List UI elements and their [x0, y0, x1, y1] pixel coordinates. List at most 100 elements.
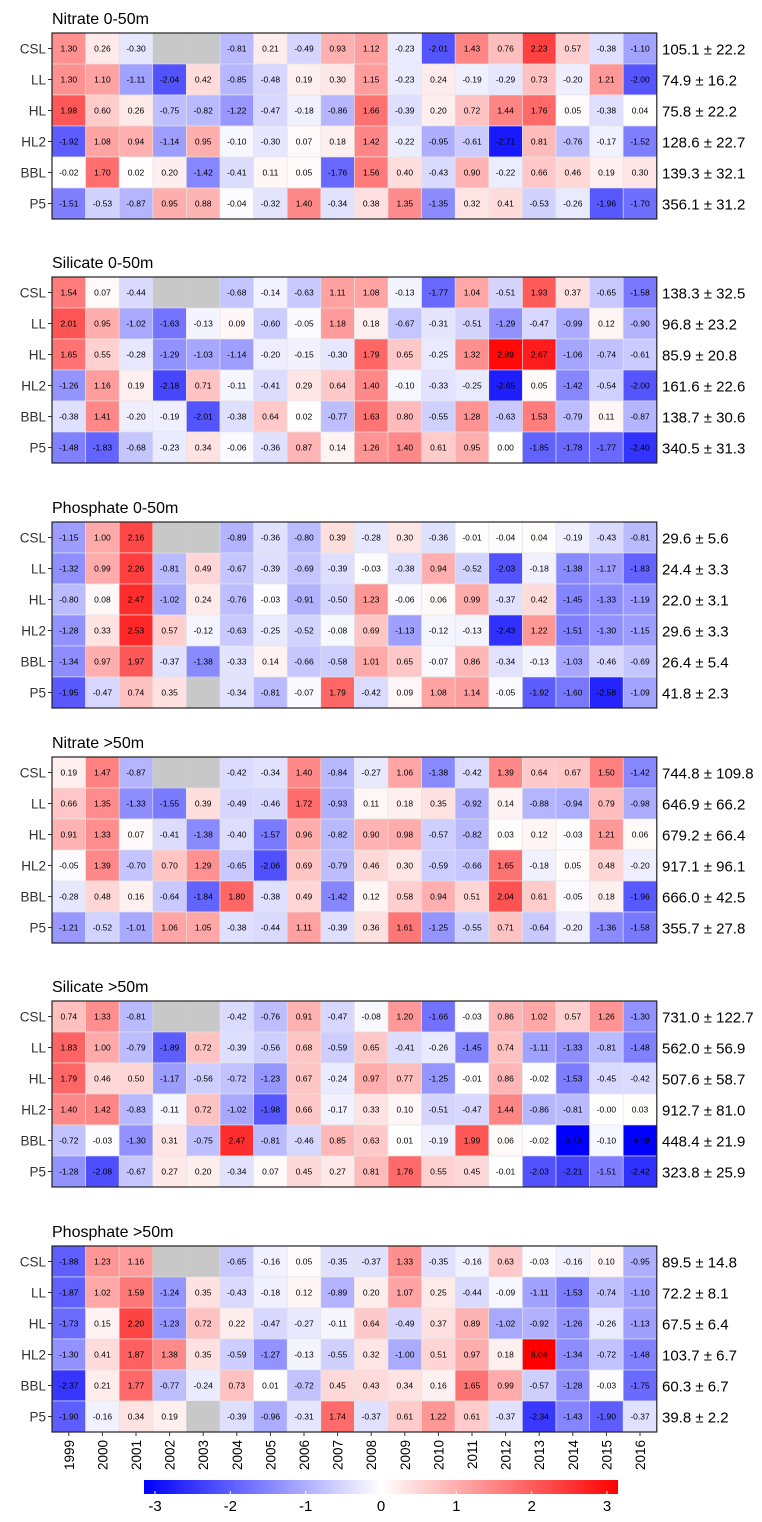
cell-value-label: 0.42 — [531, 595, 548, 605]
cell-value-label: 1.40 — [296, 199, 313, 209]
heatmap-cell — [152, 307, 187, 340]
cell-value-label: -0.16 — [462, 1257, 482, 1267]
cell-value-label: -0.34 — [227, 688, 247, 698]
heatmap-cell — [219, 911, 254, 944]
cell-value-label: 0.31 — [161, 1136, 178, 1146]
heatmap-cell — [488, 645, 523, 678]
heatmap-cell — [387, 1155, 422, 1188]
cell-value-label: -1.36 — [597, 923, 617, 933]
cell-value-label: 0.46 — [565, 168, 582, 178]
cell-value-label: 0.30 — [329, 75, 346, 85]
heatmap-cell — [286, 1338, 322, 1371]
cell-value-label: 2.47 — [229, 1136, 246, 1146]
heatmap-cell — [421, 156, 456, 189]
cell-value-label: -0.23 — [395, 75, 415, 85]
heatmap-cell — [286, 63, 322, 96]
heatmap-cell — [152, 400, 187, 433]
heatmap-cell — [454, 614, 490, 647]
cell-value-label: -0.85 — [227, 75, 247, 85]
heatmap-cell — [354, 276, 389, 309]
heatmap-cell — [152, 583, 187, 616]
heatmap-cell — [152, 1031, 187, 1064]
cell-value-label: 1.16 — [128, 1257, 145, 1267]
cell-value-label: 0.20 — [363, 1288, 380, 1298]
cell-value-label: -0.94 — [563, 799, 583, 809]
heatmap-cell — [320, 1031, 355, 1064]
panel-border — [51, 756, 658, 944]
heatmap-cell — [589, 32, 624, 65]
cell-value-label: -0.23 — [160, 443, 180, 453]
cell-value-label: -0.60 — [261, 319, 281, 329]
heatmap-cell — [152, 431, 187, 464]
cell-value-label: -0.05 — [294, 319, 314, 329]
heatmap-cell — [589, 1062, 624, 1095]
cell-value-label: -0.18 — [530, 564, 550, 574]
cell-value-label: 0.61 — [531, 892, 548, 902]
heatmap-cell — [253, 552, 288, 585]
heatmap-cell — [454, 94, 490, 127]
heatmap-cell — [253, 1307, 288, 1340]
heatmap-cell — [555, 156, 590, 189]
heatmap-cell — [152, 787, 187, 820]
cell-value-label: -1.70 — [630, 199, 650, 209]
heatmap-cell — [589, 400, 624, 433]
heatmap-cell — [555, 369, 590, 402]
heatmap-cell — [421, 1307, 456, 1340]
cell-value-label: 0.63 — [497, 1257, 514, 1267]
cell-value-label: -1.02 — [496, 1319, 516, 1329]
cell-value-label: -0.64 — [160, 892, 180, 902]
cell-value-label: 1.66 — [363, 106, 380, 116]
cell-value-label: -2.34 — [530, 1412, 550, 1422]
cell-value-label: -1.77 — [597, 443, 617, 453]
cell-value-label: -0.25 — [261, 626, 281, 636]
cell-value-label: -0.24 — [328, 1074, 348, 1084]
heatmap-cell — [354, 1245, 389, 1278]
x-tick-label: 2005 — [263, 1440, 278, 1470]
cell-value-label: 0.07 — [94, 288, 111, 298]
heatmap-cell — [622, 156, 658, 189]
heatmap-cell — [85, 911, 120, 944]
heatmap-cell — [186, 156, 221, 189]
heatmap-cell — [253, 63, 288, 96]
heatmap-cell — [622, 1307, 658, 1340]
cell-value-label: -0.06 — [227, 443, 247, 453]
cell-value-label: 0.96 — [296, 830, 313, 840]
cell-value-label: -0.03 — [563, 830, 583, 840]
cell-value-label: -0.56 — [194, 1074, 214, 1084]
heatmap-cell — [286, 431, 322, 464]
cell-value-label: 0.68 — [296, 1043, 313, 1053]
heatmap-cell — [387, 1093, 422, 1126]
cell-value-label: -1.28 — [59, 626, 79, 636]
row-mean-label: 507.6 ± 58.7 — [662, 1072, 745, 1089]
cell-value-label: -0.72 — [597, 1350, 617, 1360]
cell-value-label: 0.20 — [430, 106, 447, 116]
heatmap-cell — [522, 645, 557, 678]
cell-value-label: -0.26 — [597, 1319, 617, 1329]
heatmap-cell — [118, 307, 154, 340]
heatmap-cell — [219, 156, 254, 189]
cell-value-label: -2.01 — [429, 44, 449, 54]
cell-value-label: 0.51 — [430, 1350, 447, 1360]
row-label: LL — [31, 1041, 47, 1056]
heatmap-cell — [253, 276, 288, 309]
cell-value-label: -4.29 — [630, 1136, 650, 1146]
cell-value-label: -0.39 — [227, 1043, 247, 1053]
cell-value-label: 0.48 — [598, 861, 615, 871]
cell-value-label: -0.19 — [160, 412, 180, 422]
heatmap-cell — [522, 276, 557, 309]
heatmap-cell — [622, 1369, 658, 1402]
heatmap-cell — [253, 369, 288, 402]
heatmap-cell — [387, 1400, 422, 1433]
cell-value-label: -1.85 — [530, 443, 550, 453]
heatmap-cell — [152, 1276, 187, 1309]
row-mean-label: 744.8 ± 109.8 — [662, 766, 754, 783]
heatmap-cell — [320, 276, 355, 309]
cell-value-label: 1.18 — [329, 319, 346, 329]
cell-value-label: -0.01 — [496, 1167, 516, 1177]
cell-value-label: 0.65 — [397, 350, 414, 360]
panel-border — [51, 1245, 658, 1433]
cell-value-label: -1.33 — [126, 799, 146, 809]
row-label: HL — [29, 1072, 47, 1087]
cell-value-label: -1.34 — [59, 657, 79, 667]
cell-value-label: 0.45 — [464, 1167, 481, 1177]
